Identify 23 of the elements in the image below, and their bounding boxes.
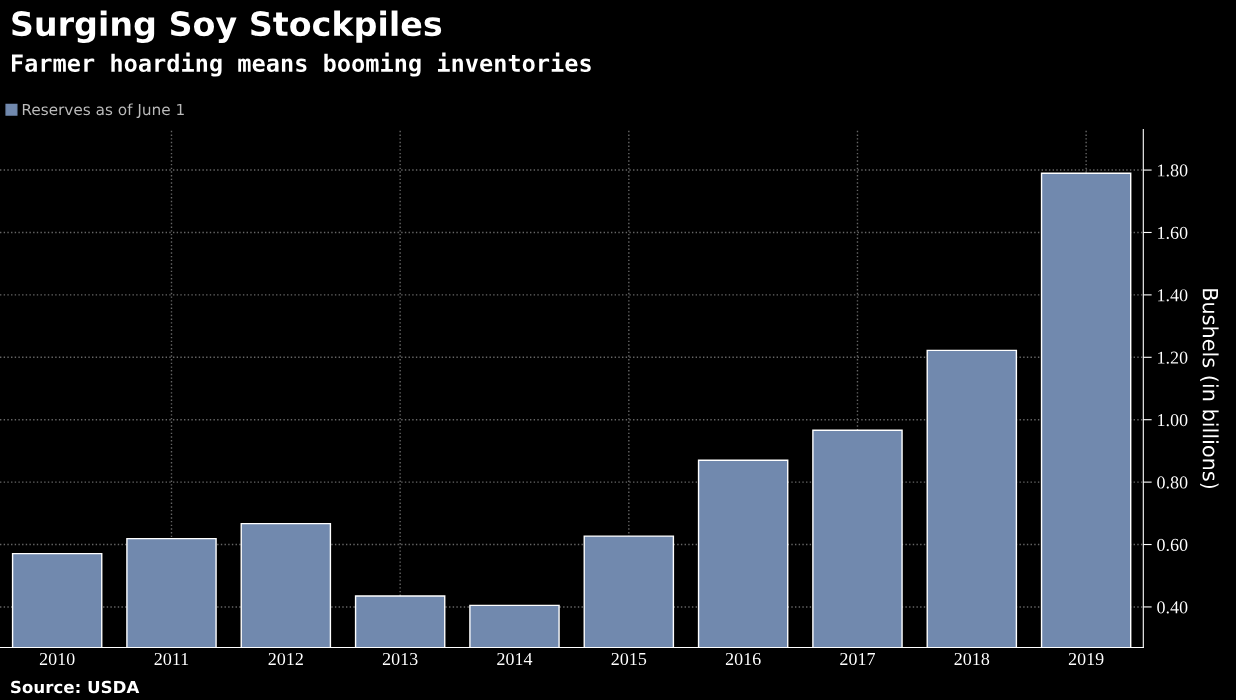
- x-tick-label: 2019: [1068, 652, 1104, 666]
- y-tick-label: 1.40: [1158, 289, 1188, 302]
- x-tick-label: 2011: [154, 652, 189, 666]
- x-tick-label: 2014: [497, 652, 533, 666]
- y-axis-title: Bushels (in billions): [1200, 289, 1219, 489]
- x-tick-label: 2016: [725, 652, 761, 666]
- x-tick-label: 2018: [954, 652, 990, 666]
- x-tick-label: 2013: [382, 652, 418, 666]
- x-tick-label: 2017: [840, 652, 876, 666]
- y-tick-label: 1.00: [1158, 413, 1188, 427]
- y-tick-label: 1.60: [1158, 226, 1188, 239]
- chart-subtitle: Farmer hoarding means booming inventories: [11, 52, 591, 77]
- y-tick-label: 1.80: [1158, 164, 1188, 177]
- x-tick-label: 2010: [39, 652, 75, 666]
- y-tick-label: 1.20: [1158, 351, 1188, 364]
- legend-label: Reserves as of June 1: [22, 103, 184, 119]
- x-tick-label: 2015: [611, 652, 647, 666]
- x-tick-label: 2012: [268, 652, 303, 666]
- chart-title: Surging Soy Stockpiles: [12, 10, 442, 44]
- source-note: Source: USDA: [11, 680, 140, 694]
- y-tick-label: 0.80: [1157, 476, 1188, 489]
- y-tick-label: 0.60: [1157, 538, 1188, 552]
- y-tick-label: 0.40: [1157, 601, 1188, 614]
